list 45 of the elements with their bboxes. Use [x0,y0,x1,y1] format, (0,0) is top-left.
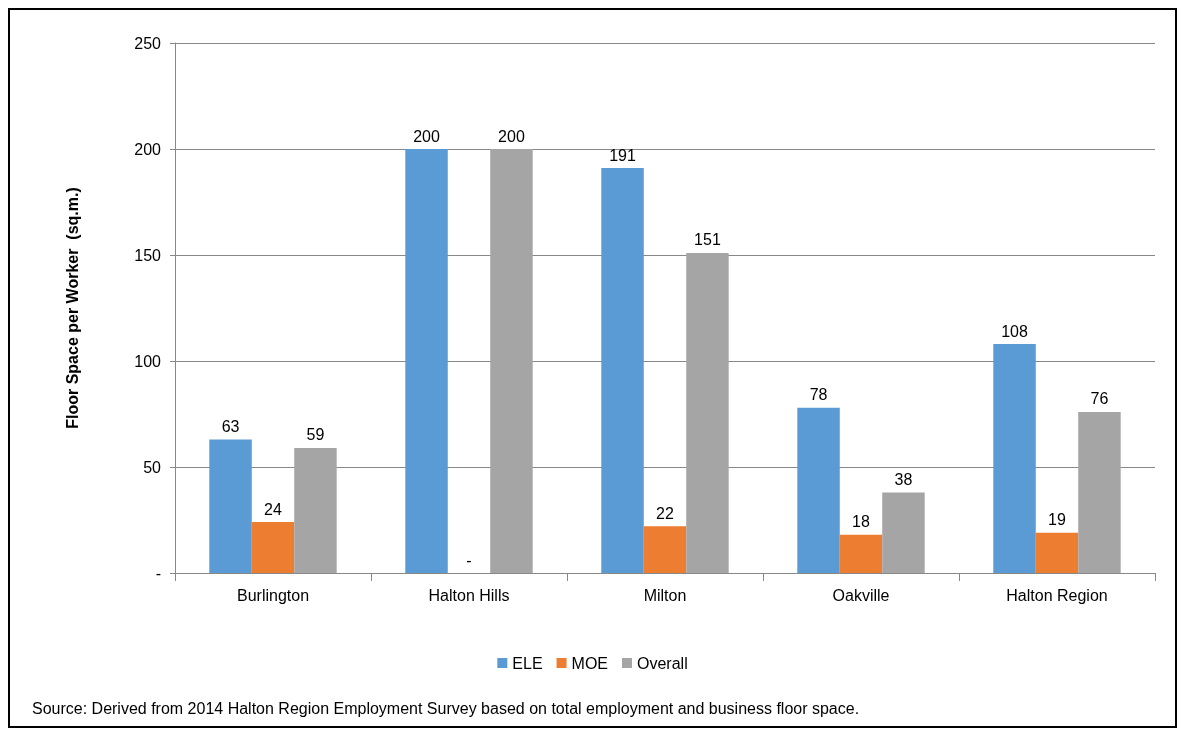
bar [1035,532,1079,573]
data-label: 18 [852,513,870,531]
y-tick-label: 150 [134,246,162,264]
x-tick-label: Milton [643,586,687,604]
data-label: 200 [413,127,440,145]
bar [797,407,840,573]
bar [643,526,687,573]
y-tick-label: 100 [134,352,162,370]
data-label: 59 [306,426,325,444]
x-tick-label: Burlington [236,586,310,604]
y-tick-label: 200 [134,140,162,158]
legend-label: ELE [512,654,543,672]
data-label: 63 [221,417,240,435]
bar [294,447,337,573]
data-label: 76 [1090,390,1109,408]
y-tick-label: 50 [143,458,162,476]
data-label: 19 [1048,511,1066,529]
data-label: - [466,551,472,569]
data-label: 22 [656,504,674,522]
data-label: 200 [498,127,525,145]
x-tick-label: Oakville [832,586,890,604]
bar [209,439,252,573]
data-label: 38 [894,470,913,488]
y-tick-label: 250 [134,34,162,52]
bar [993,344,1036,573]
bar [686,252,729,573]
bar [601,168,644,573]
bar [405,149,448,573]
bar [882,492,925,573]
legend-label: MOE [571,654,609,672]
y-axis-title: Floor Space per Worker (sq.m.) [63,187,81,429]
data-label: 24 [264,500,282,518]
x-tick-label: Halton Hills [428,586,510,604]
x-tick-label: Halton Region [1006,586,1108,604]
bar [251,522,295,573]
data-label: 78 [809,386,828,404]
bar [1078,411,1121,573]
bar [839,534,883,573]
bar [490,149,533,573]
y-tick-label: - [155,564,161,582]
legend-label: Overall [637,654,688,672]
data-label: 191 [609,146,636,164]
data-label: 108 [1001,322,1028,340]
data-label: 151 [694,231,721,249]
source-note: Source: Derived from 2014 Halton Region Employment Survey based on total employment and business floor space. [32,700,860,717]
